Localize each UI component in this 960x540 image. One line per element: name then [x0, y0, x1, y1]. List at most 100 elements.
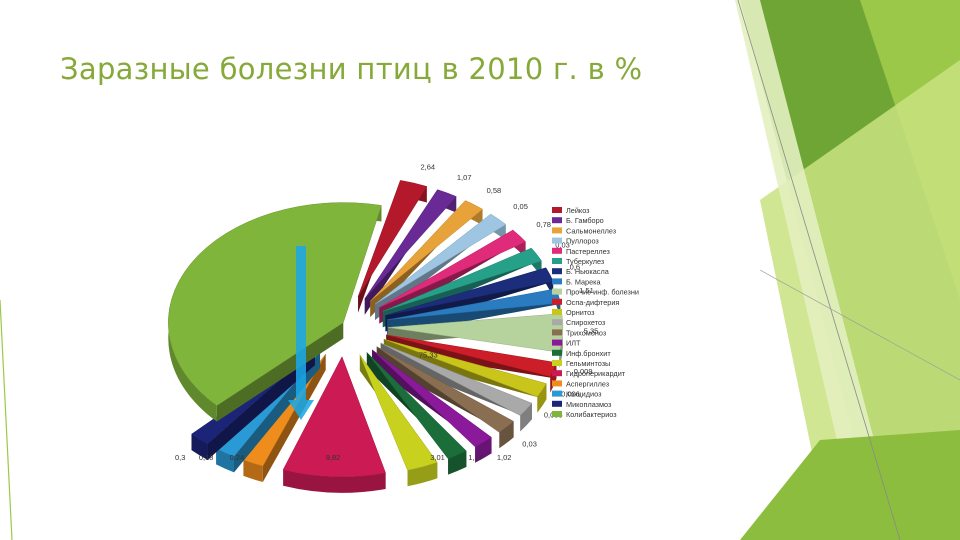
legend-swatch-11 — [552, 319, 562, 326]
slice-16 — [282, 356, 386, 493]
data-label-18: 0,18 — [199, 453, 214, 462]
legend-label-11: Спирохетоз — [566, 318, 606, 327]
data-label-1: 1,07 — [457, 173, 472, 182]
slice-15-top — [359, 354, 438, 471]
data-label-8: 5,35 — [584, 327, 599, 336]
slice-13-side — [475, 437, 492, 463]
data-label-17: 0,24 — [230, 453, 245, 462]
slice-17-side — [243, 459, 263, 483]
slice-16-top — [282, 356, 386, 478]
slide-title: Заразные болезни птиц в 2010 г. в % — [60, 52, 643, 86]
data-label-5: 0,03 — [555, 241, 570, 250]
pie-slices — [168, 180, 564, 493]
legend-swatch-6 — [552, 268, 562, 275]
slice-11-top — [380, 342, 533, 416]
legend-label-0: Лейкоз — [566, 206, 590, 215]
slice-11-side — [520, 403, 532, 432]
legend-swatch-2 — [552, 227, 562, 234]
slice-19-side — [191, 434, 208, 460]
slice-20 — [168, 202, 382, 422]
legend-swatch-16 — [552, 370, 562, 377]
slice-13 — [371, 349, 492, 463]
deco-shape-bottom — [740, 430, 960, 540]
slice-5-top — [382, 247, 542, 312]
slice-2 — [369, 200, 483, 318]
legend-label-20: Колибактериоз — [566, 410, 617, 419]
slice-17-wall — [262, 354, 326, 483]
slice-12-side — [499, 421, 514, 449]
legend-label-1: Б. Гамборо — [566, 216, 604, 225]
slice-18-side — [216, 448, 235, 473]
legend-swatch-8 — [552, 288, 562, 295]
slice-0-top — [357, 180, 428, 297]
data-label-10: 0,006 — [561, 389, 580, 398]
data-label-3: 0,05 — [513, 202, 528, 211]
legend-label-5: Туберкулез — [566, 257, 605, 266]
slice-15-side — [407, 462, 438, 487]
legend-swatch-4 — [552, 247, 562, 254]
slice-1 — [364, 189, 457, 315]
legend-label-13: ИЛТ — [566, 339, 581, 348]
arrow-down-icon — [288, 246, 314, 420]
legend-label-10: Орнитоз — [566, 308, 595, 317]
data-label-12: 0,03 — [522, 440, 537, 449]
slice-0 — [357, 180, 428, 313]
data-label-13: 1,02 — [497, 453, 512, 462]
slice-20-top — [168, 202, 382, 406]
slice-14 — [366, 352, 467, 475]
legend-swatch-13 — [552, 339, 562, 346]
slice-12-top — [376, 346, 515, 433]
legend-label-16: Гидроперикардит — [566, 369, 626, 378]
deco-line-2 — [759, 269, 960, 381]
legend-label-19: Микоплазмоз — [566, 400, 612, 409]
legend-label-12: Трихомоноз — [566, 328, 607, 337]
data-label-6: 0,6 — [570, 263, 580, 272]
legend-label-6: Б. Ньюкасла — [566, 267, 610, 276]
legend-label-14: Инф.бронхит — [566, 349, 611, 358]
slice-10-top — [383, 338, 547, 398]
slice-4-top — [379, 229, 527, 308]
legend-swatch-15 — [552, 360, 562, 366]
legend-label-7: Б. Марека — [566, 277, 602, 286]
legend-swatch-9 — [552, 298, 562, 305]
data-label-19: 0,3 — [175, 453, 185, 462]
data-label-20: 75,33 — [419, 351, 438, 360]
deco-shape-pale — [735, 0, 900, 540]
slice-15 — [359, 354, 438, 487]
legend-swatch-12 — [552, 329, 562, 336]
legend-label-18: Кокцидиоз — [566, 390, 602, 399]
slice-13-top — [371, 349, 492, 448]
legend-swatch-0 — [552, 207, 562, 213]
slice-10-side — [537, 383, 547, 413]
legend-swatch-14 — [552, 349, 562, 356]
legend-label-17: Аспергиллез — [566, 379, 610, 388]
deco-line-1 — [737, 0, 901, 540]
data-label-4: 0,78 — [536, 220, 551, 229]
legend-swatch-10 — [552, 309, 562, 315]
slice-2-top — [369, 200, 483, 302]
slice-9-side — [550, 362, 557, 393]
legend-swatch-1 — [552, 217, 562, 224]
legend-swatch-19 — [552, 400, 562, 407]
data-label-15: 3,01 — [430, 453, 445, 462]
slice-14-top — [366, 352, 467, 459]
data-label-9: 0,009 — [574, 367, 593, 376]
data-label-16: 9,82 — [326, 453, 341, 462]
legend-swatch-5 — [552, 258, 562, 264]
slice-3-top — [374, 213, 507, 305]
data-label-0: 2,64 — [420, 162, 435, 171]
deco-shape-light — [760, 60, 960, 540]
slice-10 — [383, 338, 547, 413]
data-label-14: 1,17 — [468, 453, 483, 462]
slice-16-side — [283, 469, 386, 493]
slice-11 — [380, 342, 533, 432]
data-label-7: 1,51 — [579, 286, 594, 295]
slice-12 — [376, 346, 515, 449]
data-label-2: 0,58 — [487, 186, 502, 195]
legend-label-3: Пуллороз — [566, 237, 599, 246]
legend-label-9: Оспа-дифтерия — [566, 298, 619, 307]
legend-swatch-18 — [552, 390, 562, 397]
slice-1-top — [364, 189, 457, 299]
